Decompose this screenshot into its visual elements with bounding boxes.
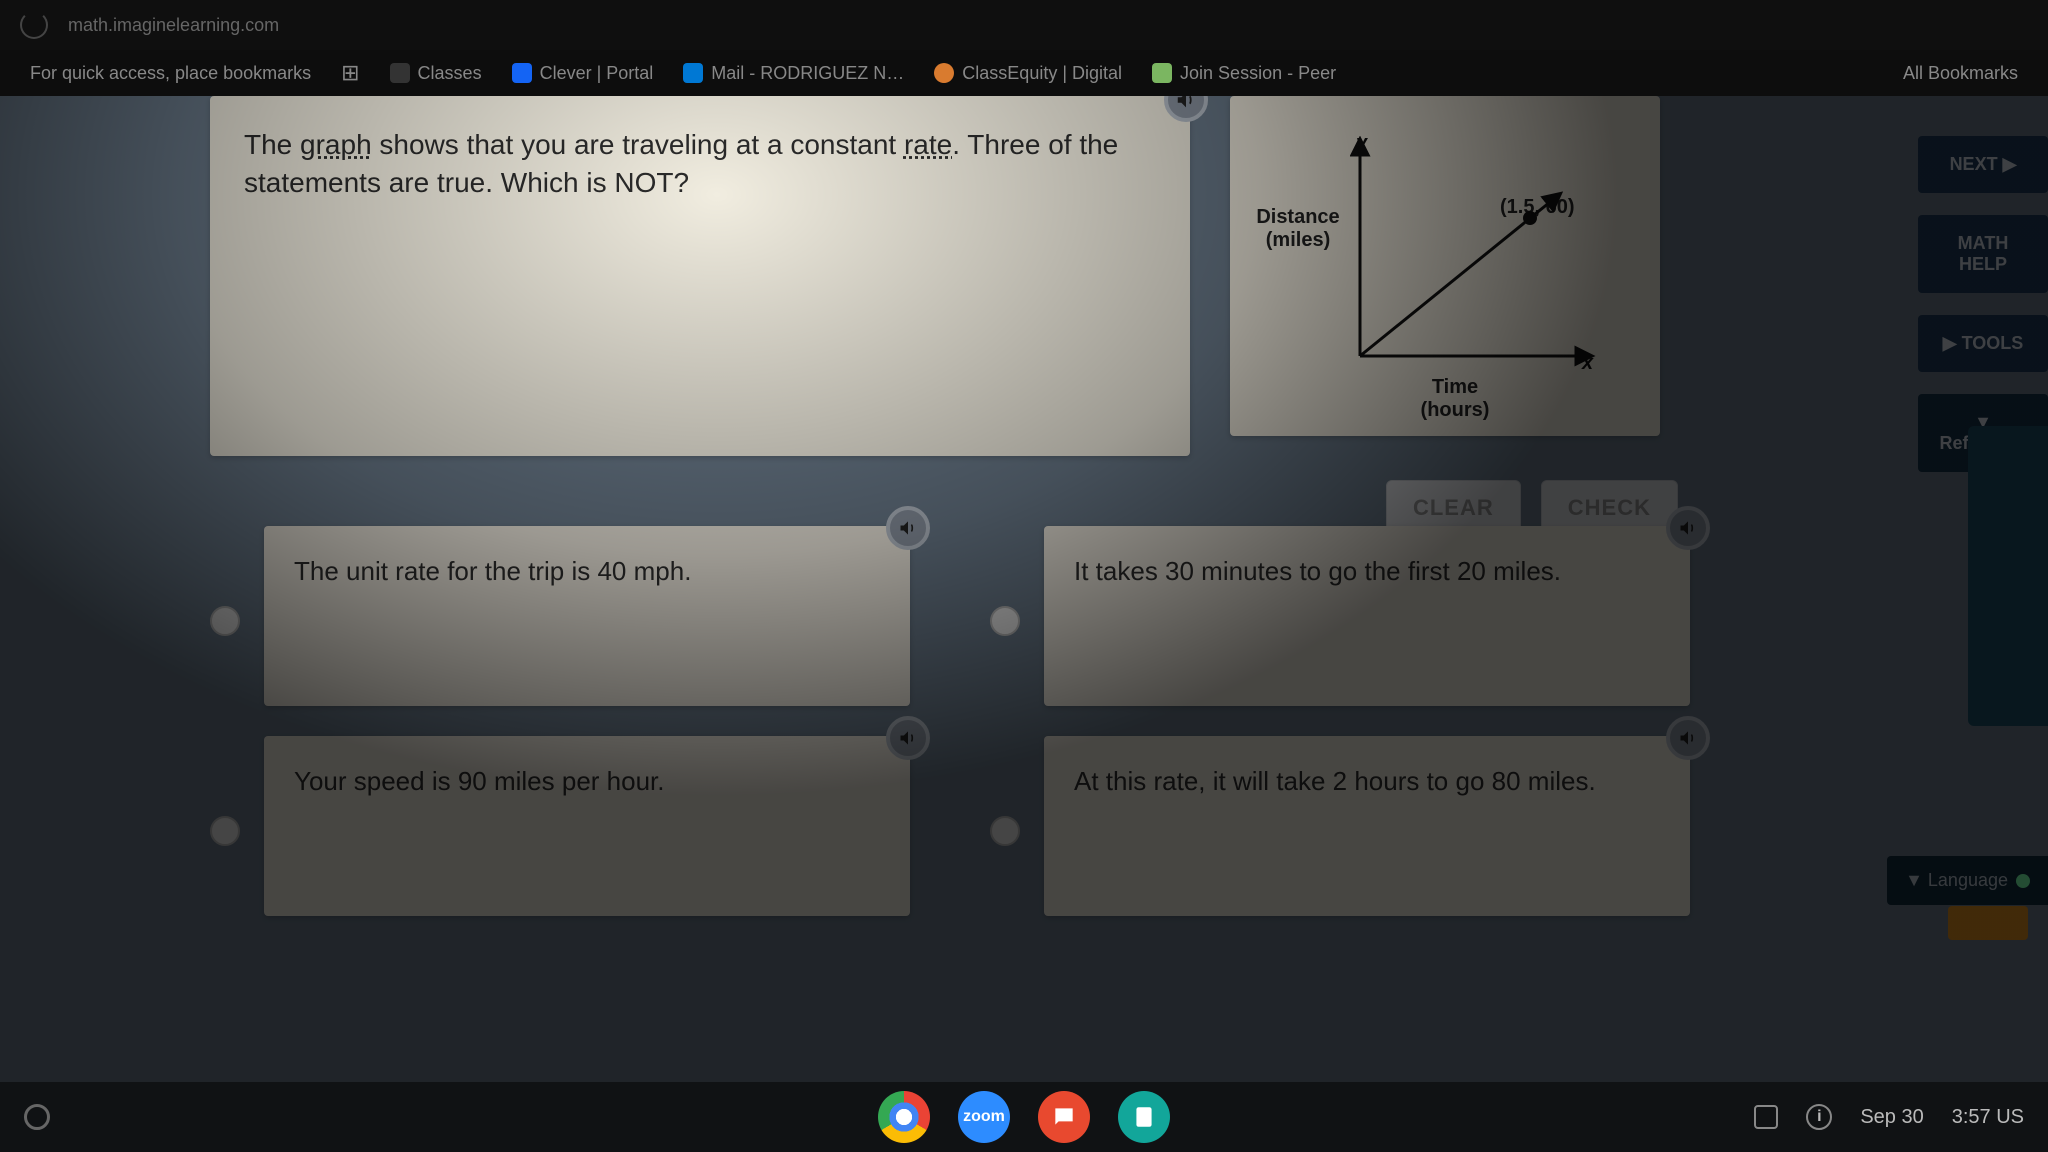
- chrome-app-icon[interactable]: [878, 1091, 930, 1143]
- speaker-icon[interactable]: [886, 716, 930, 760]
- lesson-page: The graph shows that you are traveling a…: [0, 96, 2048, 1082]
- question-row: The graph shows that you are traveling a…: [210, 96, 1690, 456]
- clever-icon: [512, 63, 532, 83]
- answer-card[interactable]: The unit rate for the trip is 40 mph.: [264, 526, 910, 706]
- answer-card[interactable]: Your speed is 90 miles per hour.: [264, 736, 910, 916]
- graph-svg: [1350, 136, 1610, 376]
- next-button[interactable]: NEXT ▶: [1918, 136, 2048, 193]
- math-help-button[interactable]: MATH HELP: [1918, 215, 2048, 293]
- y-axis-label-line2: (miles): [1266, 229, 1330, 251]
- launcher-icon[interactable]: [24, 1104, 50, 1130]
- question-word-graph: graph: [300, 129, 372, 160]
- apps-grid-icon[interactable]: ⊞: [341, 60, 359, 86]
- system-tray: i Sep 30 3:57 US: [1754, 1104, 2024, 1130]
- bookmark-label: Join Session - Peer: [1180, 63, 1336, 84]
- speaker-icon[interactable]: [886, 506, 930, 550]
- classes-icon: [390, 63, 410, 83]
- question-text: The graph shows that you are traveling a…: [244, 129, 1118, 198]
- answer-option: At this rate, it will take 2 hours to go…: [990, 736, 1690, 916]
- orange-side-button[interactable]: [1948, 906, 2028, 940]
- answer-option: It takes 30 minutes to go the first 20 m…: [990, 526, 1690, 706]
- taskbar-apps: zoom: [878, 1091, 1170, 1143]
- question-card: The graph shows that you are traveling a…: [210, 96, 1190, 456]
- answer-text: At this rate, it will take 2 hours to go…: [1074, 766, 1596, 796]
- tray-info-icon[interactable]: i: [1806, 1104, 1832, 1130]
- question-word-rate: rate: [904, 129, 952, 160]
- tray-time[interactable]: 3:57 US: [1952, 1106, 2024, 1129]
- bookmark-label: Clever | Portal: [540, 63, 654, 84]
- answer-radio[interactable]: [210, 816, 240, 846]
- language-indicator-icon: [2016, 874, 2030, 888]
- speaker-icon[interactable]: [1666, 506, 1710, 550]
- answer-radio[interactable]: [990, 606, 1020, 636]
- bookmark-label: Classes: [418, 63, 482, 84]
- graph-card: Distance (miles) Time (hours) y x (1.5, …: [1230, 96, 1660, 436]
- bookmark-label: Mail - RODRIGUEZ N…: [711, 63, 904, 84]
- zoom-app-icon[interactable]: zoom: [958, 1091, 1010, 1143]
- content-column: The graph shows that you are traveling a…: [210, 96, 1690, 536]
- tools-button[interactable]: ▶ TOOLS: [1918, 315, 2048, 372]
- chat-app-icon[interactable]: [1038, 1091, 1090, 1143]
- classequity-icon: [934, 63, 954, 83]
- answer-option: Your speed is 90 miles per hour.: [210, 736, 910, 916]
- speaker-icon[interactable]: [1164, 96, 1208, 122]
- language-button[interactable]: ▼ Language: [1887, 856, 2048, 905]
- browser-top-bar: math.imaginelearning.com: [0, 0, 2048, 50]
- tray-screenshot-icon[interactable]: [1754, 1105, 1778, 1129]
- docs-app-icon[interactable]: [1118, 1091, 1170, 1143]
- answer-card[interactable]: At this rate, it will take 2 hours to go…: [1044, 736, 1690, 916]
- answer-card[interactable]: It takes 30 minutes to go the first 20 m…: [1044, 526, 1690, 706]
- side-tool-buttons: NEXT ▶ MATH HELP ▶ TOOLS ▼ Reference: [1918, 136, 2048, 472]
- language-label: ▼ Language: [1905, 870, 2008, 890]
- answer-option: The unit rate for the trip is 40 mph.: [210, 526, 910, 706]
- answer-text: Your speed is 90 miles per hour.: [294, 766, 665, 796]
- answer-radio[interactable]: [990, 816, 1020, 846]
- bookmark-clever[interactable]: Clever | Portal: [512, 63, 654, 84]
- bookmark-classequity[interactable]: ClassEquity | Digital: [934, 63, 1122, 84]
- taskbar: zoom i Sep 30 3:57 US: [0, 1082, 2048, 1152]
- answer-radio[interactable]: [210, 606, 240, 636]
- tray-date[interactable]: Sep 30: [1860, 1106, 1923, 1129]
- bookmark-mail[interactable]: Mail - RODRIGUEZ N…: [683, 63, 904, 84]
- answer-text: The unit rate for the trip is 40 mph.: [294, 556, 691, 586]
- graph-x-axis-label: Time (hours): [1395, 376, 1515, 422]
- answer-text: It takes 30 minutes to go the first 20 m…: [1074, 556, 1561, 586]
- side-drawer[interactable]: [1968, 426, 2048, 726]
- all-bookmarks-link[interactable]: All Bookmarks: [1903, 63, 2018, 84]
- speaker-icon[interactable]: [1666, 716, 1710, 760]
- bookmarks-hint: For quick access, place bookmarks: [30, 63, 311, 84]
- x-axis-label-line1: Time: [1432, 376, 1478, 398]
- bookmark-pear[interactable]: Join Session - Peer: [1152, 63, 1336, 84]
- question-text-part: shows that you are traveling at a consta…: [372, 129, 904, 160]
- x-axis-label-line2: (hours): [1421, 399, 1490, 421]
- mail-icon: [683, 63, 703, 83]
- answers-grid: The unit rate for the trip is 40 mph. It…: [210, 526, 1690, 916]
- bookmark-label: ClassEquity | Digital: [962, 63, 1122, 84]
- y-axis-label-line1: Distance: [1256, 206, 1339, 228]
- address-bar-url[interactable]: math.imaginelearning.com: [68, 15, 279, 36]
- bookmark-classes[interactable]: Classes: [390, 63, 482, 84]
- graph-y-axis-label: Distance (miles): [1248, 206, 1348, 252]
- reload-icon[interactable]: [20, 11, 48, 39]
- pear-icon: [1152, 63, 1172, 83]
- bookmarks-bar: For quick access, place bookmarks ⊞ Clas…: [0, 50, 2048, 96]
- question-text-part: The: [244, 129, 300, 160]
